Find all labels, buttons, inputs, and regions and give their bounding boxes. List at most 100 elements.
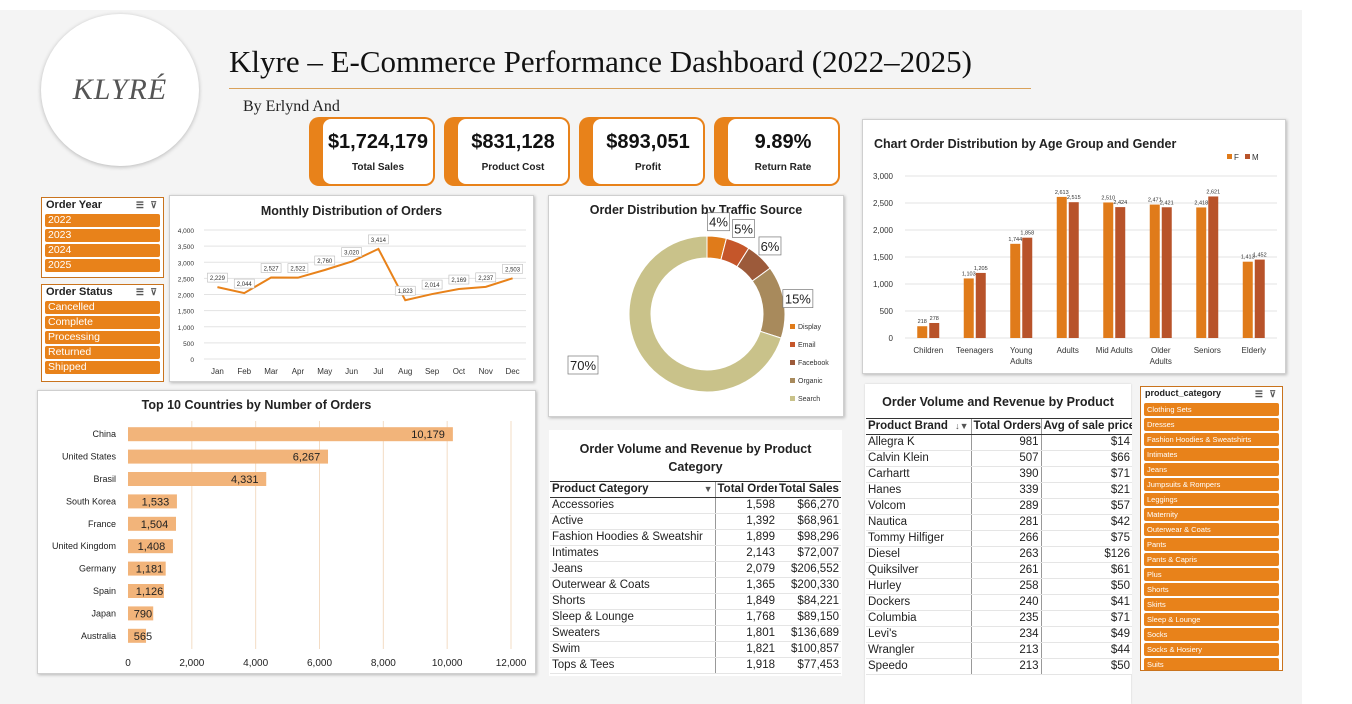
slicer-item[interactable]: Jeans <box>1144 463 1279 476</box>
slicer-item[interactable]: Shipped <box>45 361 160 374</box>
slicer-filter-icons[interactable]: ☰ ⊽ <box>135 287 159 297</box>
kpi-value: $893,051 <box>606 130 690 153</box>
table-cell: $71 <box>1040 610 1132 627</box>
table-cell: $61 <box>1040 562 1132 579</box>
table-cell: $89,150 <box>777 609 841 626</box>
data-label: 2,169 <box>451 278 467 284</box>
data-label: 15% <box>785 292 811 307</box>
hbar-chart-svg: 0 2,000 4,000 6,000 8,000 10,000 12,000 China 10… <box>52 421 527 669</box>
data-label: 2,515 <box>1067 195 1081 201</box>
table-row: Intimates 2,143 $72,007 <box>550 545 841 562</box>
slicer-product-category[interactable]: product_category ☰ ⊽ Clothing Sets Dresses… <box>1140 386 1283 671</box>
table-cell: $42 <box>1040 514 1132 531</box>
slicer-item[interactable]: Complete <box>45 316 160 329</box>
sort-filter-icon[interactable]: ↓▼ <box>955 421 969 431</box>
slicer-filter-icons[interactable]: ☰ ⊽ <box>135 200 159 210</box>
slicer-item[interactable]: Plus <box>1144 568 1279 581</box>
slicer-item[interactable]: Sleep & Lounge <box>1144 613 1279 626</box>
slicer-item[interactable]: 2022 <box>45 214 160 227</box>
slicer-item[interactable]: Fashion Hoodies & Sweatshirts <box>1144 433 1279 446</box>
slicer-order-status[interactable]: Order Status ☰ ⊽ Cancelled Complete Process… <box>41 284 164 382</box>
x-tick-label: Teenagers <box>956 346 993 355</box>
slicer-item[interactable]: Clothing Sets <box>1144 403 1279 416</box>
table-cell: 213 <box>970 658 1041 675</box>
slicer-item[interactable]: Maternity <box>1144 508 1279 521</box>
bar <box>1103 202 1114 338</box>
slicer-item[interactable]: Jumpsuits & Rompers <box>1144 478 1279 491</box>
table-cell: $66,270 <box>777 497 841 514</box>
table-title: Order Volume and Revenue by Product Cate… <box>579 442 812 474</box>
kpi-value: $1,724,179 <box>327 130 429 153</box>
y-tick-label: 1,000 <box>178 325 195 332</box>
table-cell: Intimates <box>550 545 715 562</box>
x-tick-label: Sep <box>425 367 440 376</box>
table-cell: 2,143 <box>714 545 777 562</box>
slicer-item[interactable]: Intimates <box>1144 448 1279 461</box>
table-cell: Sleep & Lounge <box>550 609 715 626</box>
x-tick-label: Jul <box>373 367 383 376</box>
legend-swatch <box>790 378 795 383</box>
slicer-item[interactable]: Socks & Hosiery <box>1144 643 1279 656</box>
bar <box>975 272 986 338</box>
slicer-item[interactable]: Skirts <box>1144 598 1279 611</box>
table-cell: $68,961 <box>777 513 841 530</box>
column-header: Total Orders <box>970 418 1041 435</box>
data-label: 1,181 <box>136 564 164 576</box>
y-tick-label: 1,500 <box>873 253 894 262</box>
slicer-item[interactable]: 2023 <box>45 229 160 242</box>
table-row: Tommy Hilfiger 266 $75 <box>866 530 1132 547</box>
bar <box>1115 207 1126 338</box>
slicer-item[interactable]: Suits <box>1144 658 1279 670</box>
column-header[interactable]: Product Brand ↓▼ <box>866 418 971 435</box>
y-tick-label: Brasil <box>93 474 116 484</box>
slicer-filter-icons[interactable]: ☰ ⊽ <box>1254 389 1278 399</box>
filter-dropdown-icon[interactable]: ▼ <box>703 484 713 494</box>
table-cell: Columbia <box>866 610 971 627</box>
table-cell: Shorts <box>550 593 715 610</box>
data-label: 2,760 <box>317 259 333 265</box>
data-label: 218 <box>918 319 927 325</box>
data-label: 2,044 <box>237 282 253 288</box>
table-row: Active 1,392 $68,961 <box>550 513 841 530</box>
donut-slice <box>628 235 782 393</box>
slicer-item[interactable]: Socks <box>1144 628 1279 641</box>
slicer-item[interactable]: 2024 <box>45 244 160 257</box>
x-tick-label: 4,000 <box>243 658 268 669</box>
kpi-label: Total Sales <box>351 161 405 173</box>
table-cell: 261 <box>970 562 1041 579</box>
table-cell: $72,007 <box>777 545 841 562</box>
x-tick-label: 10,000 <box>432 658 463 669</box>
chart-title: Monthly Distribution of Orders <box>260 204 443 218</box>
data-label-box <box>758 236 782 256</box>
bar <box>1056 196 1067 338</box>
slicer-item[interactable]: Returned <box>45 346 160 359</box>
table-row: Nautica 281 $42 <box>866 514 1132 531</box>
table-cell: Accessories <box>550 497 715 514</box>
slicer-item[interactable]: 2025 <box>45 259 160 272</box>
table-cell: $75 <box>1040 530 1132 547</box>
slicer-item[interactable]: Cancelled <box>45 301 160 314</box>
page-title: Klyre – E-Commerce Performance Dashboard… <box>229 44 972 79</box>
data-label: 1,126 <box>136 586 164 598</box>
data-label: 1,452 <box>1253 253 1267 259</box>
data-label: 1,504 <box>141 519 169 531</box>
slicer-item[interactable]: Outerwear & Coats <box>1144 523 1279 536</box>
slicer-item[interactable]: Shorts <box>1144 583 1279 596</box>
data-label: 2,229 <box>210 276 226 282</box>
slicer-item[interactable]: Processing <box>45 331 160 344</box>
column-header: Total Order <box>714 481 777 498</box>
y-tick-label: Spain <box>93 586 116 596</box>
kpi-label: Return Rate <box>754 161 812 173</box>
slicer-item[interactable]: Dresses <box>1144 418 1279 431</box>
bar <box>1149 204 1160 338</box>
slicer-order-year[interactable]: Order Year ☰ ⊽ 2022 2023 2024 2025 <box>41 197 164 278</box>
column-header[interactable]: Product Category ▼ <box>550 481 715 498</box>
table-row: Quiksilver 261 $61 <box>866 562 1132 579</box>
data-label-box <box>707 212 730 232</box>
slicer-item[interactable]: Pants <box>1144 538 1279 551</box>
x-tick-label: May <box>317 367 332 376</box>
slicer-item[interactable]: Leggings <box>1144 493 1279 506</box>
table-row: Swim 1,821 $100,857 <box>550 641 841 658</box>
x-tick-label: 0 <box>125 658 131 669</box>
slicer-item[interactable]: Pants & Capris <box>1144 553 1279 566</box>
